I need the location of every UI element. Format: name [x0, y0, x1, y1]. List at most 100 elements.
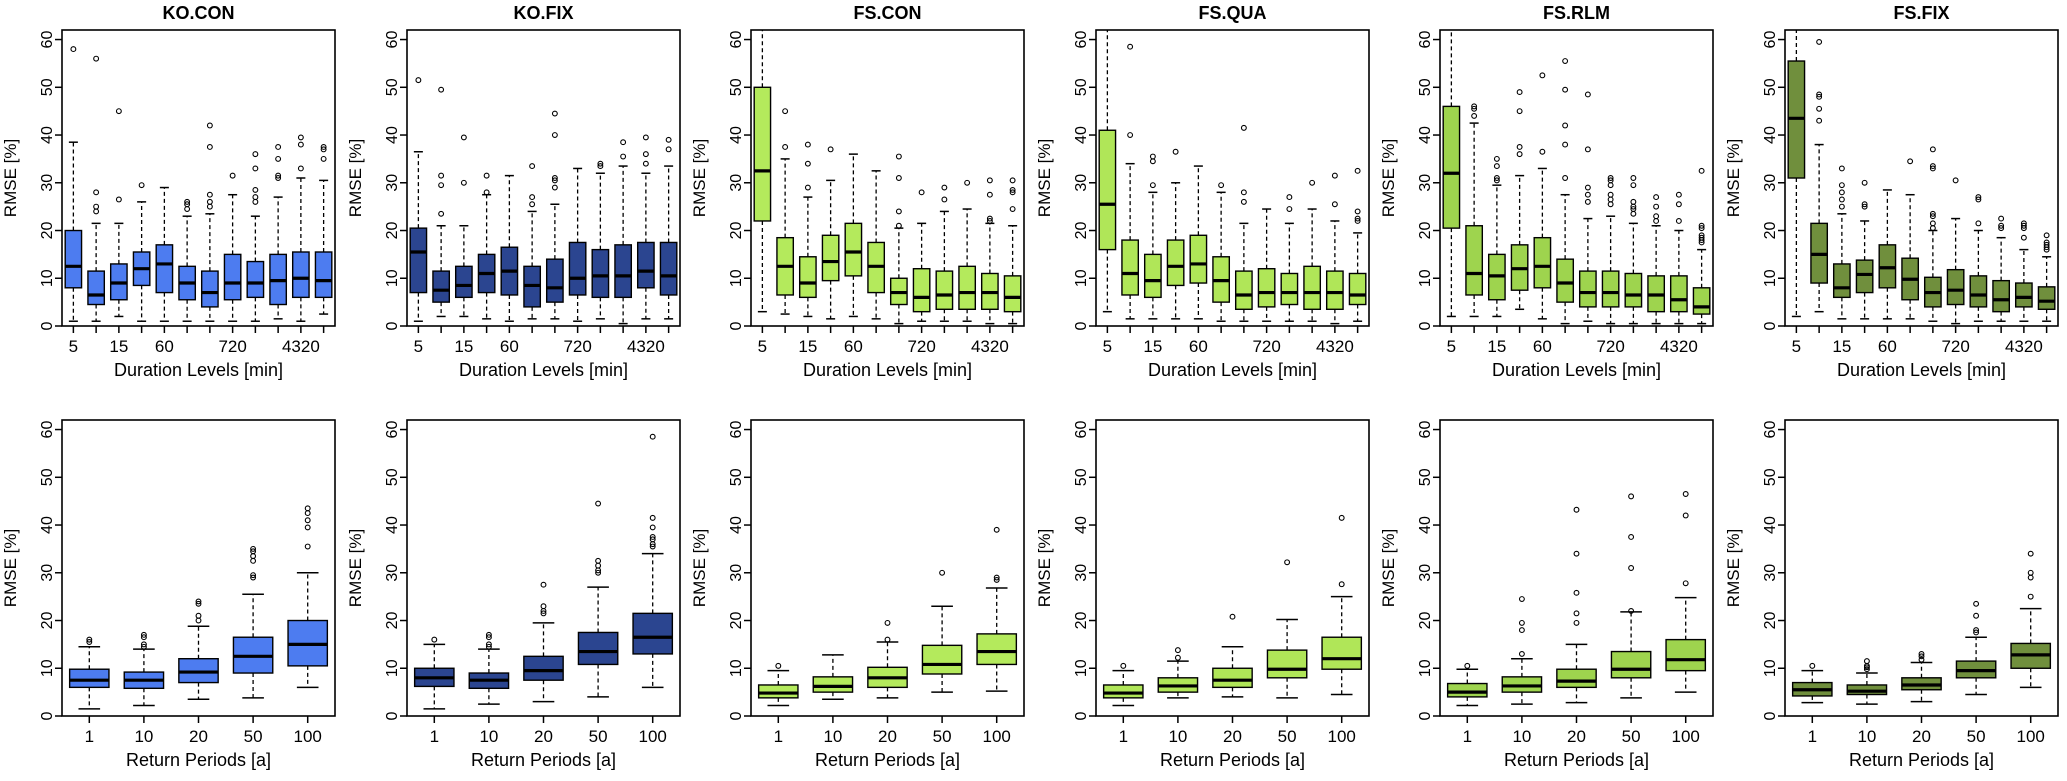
box: [1211, 667, 1253, 689]
y-tick-label: 0: [1417, 321, 1434, 330]
box: [568, 241, 587, 296]
x-tick-label: 720: [563, 337, 591, 356]
box: [798, 256, 817, 299]
panel-ko-con-return: 0 10 20 30 40 50 60 RMSE [%] 1 10 20 50 100 Return Pe…: [0, 390, 345, 781]
y-tick-label: 50: [1073, 78, 1090, 96]
outlier-point: [1607, 182, 1614, 189]
x-axis-label: Duration Levels [min]: [1147, 360, 1316, 380]
outlier-point: [275, 172, 282, 179]
box: [1143, 253, 1162, 299]
x-axis-label: Duration Levels [min]: [458, 360, 627, 380]
outlier-point: [1815, 117, 1822, 124]
outlier-point: [250, 572, 257, 579]
box: [1601, 270, 1620, 308]
outlier-point: [1675, 218, 1682, 224]
outlier-point: [1861, 203, 1868, 210]
y-tick-label: 30: [39, 174, 56, 192]
x-tick-label: 1: [429, 727, 438, 746]
outlier-point: [1630, 206, 1637, 212]
outlier-point: [184, 206, 191, 212]
x-axis-label: Return Periods [a]: [1159, 750, 1304, 770]
box: [1325, 270, 1344, 310]
box: [812, 676, 854, 693]
boxplot-svg: KO.CON 0 10 20 30 40 50 60 RMSE [%] 5 15 60 720 4320 D…: [1, 3, 336, 380]
boxplot-svg: FS.FIX 0 10 20 30 40 50 60 RMSE [%] 5 15 60 720 4320 D…: [1724, 3, 2059, 380]
x-tick-label: 4320: [2004, 337, 2042, 356]
outlier-point: [993, 526, 1000, 533]
x-tick-label: 15: [1487, 337, 1506, 356]
outlier-point: [437, 210, 444, 217]
outlier-point: [1240, 198, 1247, 205]
outlier-point: [665, 146, 672, 153]
box: [935, 270, 954, 310]
outlier-point: [1972, 629, 1979, 636]
outlier-point: [1539, 72, 1546, 79]
outlier-point: [1338, 514, 1345, 521]
outlier-point: [1584, 198, 1591, 205]
y-tick-label: 60: [1073, 421, 1090, 439]
outlier-point: [642, 160, 649, 167]
box: [753, 86, 772, 222]
plot-frame: [1094, 29, 1370, 327]
outlier-point: [649, 536, 656, 543]
outlier-point: [895, 153, 902, 160]
box: [1348, 272, 1367, 306]
box: [613, 244, 632, 299]
box: [1097, 129, 1116, 251]
outlier-point: [1338, 581, 1345, 588]
outlier-point: [1653, 203, 1660, 210]
box: [522, 655, 564, 681]
outlier-point: [1607, 196, 1614, 203]
y-tick-label: 0: [1417, 711, 1434, 720]
outlier-point: [1997, 215, 2004, 222]
y-axis-label: RMSE [%]: [1379, 139, 1398, 217]
outlier-point: [1464, 662, 1471, 669]
x-axis-label: Return Periods [a]: [815, 750, 960, 770]
box: [223, 253, 242, 301]
box: [636, 241, 655, 289]
outlier-point: [941, 184, 948, 191]
y-tick-label: 40: [728, 126, 745, 144]
outlier-point: [320, 144, 327, 150]
y-tick-label: 20: [1762, 222, 1779, 240]
panel-fs-fix-duration: FS.FIX 0 10 20 30 40 50 60 RMSE [%] 5 15 60 720 4320 D…: [1723, 0, 2067, 390]
x-tick-label: 10: [823, 727, 842, 746]
x-tick-label: 720: [907, 337, 935, 356]
y-tick-label: 60: [1417, 31, 1434, 49]
plot-frame: [405, 29, 681, 327]
outlier-point: [895, 175, 902, 181]
outlier-point: [939, 569, 946, 576]
boxplot-svg: 0 10 20 30 40 50 60 RMSE [%] 1 10 20 50 100 Return Pe…: [1379, 419, 1714, 770]
plot-frame: [61, 419, 336, 717]
outlier-point: [986, 177, 993, 184]
x-tick-label: 15: [798, 337, 817, 356]
outlier-point: [1172, 148, 1179, 155]
x-tick-label: 10: [134, 727, 153, 746]
outlier-point: [1285, 206, 1292, 212]
outlier-point: [1838, 165, 1845, 172]
box: [1320, 636, 1362, 670]
x-tick-label: 20: [1912, 727, 1931, 746]
box: [1692, 287, 1711, 315]
outlier-point: [1815, 38, 1822, 45]
outlier-point: [551, 132, 558, 138]
outlier-point: [1972, 612, 1979, 619]
x-tick-label: 1: [774, 727, 783, 746]
outlier-point: [941, 196, 948, 203]
box: [454, 265, 473, 299]
outlier-point: [1516, 108, 1523, 115]
y-axis-label: RMSE [%]: [346, 139, 365, 217]
y-tick-label: 10: [728, 269, 745, 287]
outlier-point: [1863, 658, 1870, 665]
y-tick-label: 60: [1762, 421, 1779, 439]
outlier-point: [304, 510, 311, 517]
outlier-point: [1918, 650, 1924, 657]
x-tick-label: 15: [454, 337, 473, 356]
outlier-point: [1628, 565, 1635, 571]
outlier-point: [1126, 43, 1133, 50]
outlier-point: [1516, 151, 1523, 158]
outlier-point: [86, 636, 93, 643]
outlier-point: [1562, 122, 1569, 129]
outlier-point: [252, 186, 259, 193]
outlier-point: [1997, 222, 2004, 229]
